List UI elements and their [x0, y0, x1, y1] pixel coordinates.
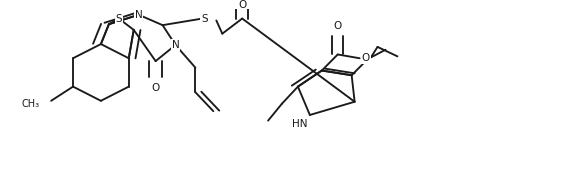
Text: CH₃: CH₃ — [21, 99, 39, 109]
Text: O: O — [238, 0, 246, 10]
Text: S: S — [201, 14, 208, 24]
Text: S: S — [116, 14, 122, 24]
Text: O: O — [333, 21, 342, 31]
Text: N: N — [135, 10, 143, 20]
Text: HN: HN — [292, 119, 308, 129]
Text: O: O — [362, 53, 370, 63]
Text: O: O — [152, 83, 160, 93]
Text: N: N — [171, 40, 179, 50]
